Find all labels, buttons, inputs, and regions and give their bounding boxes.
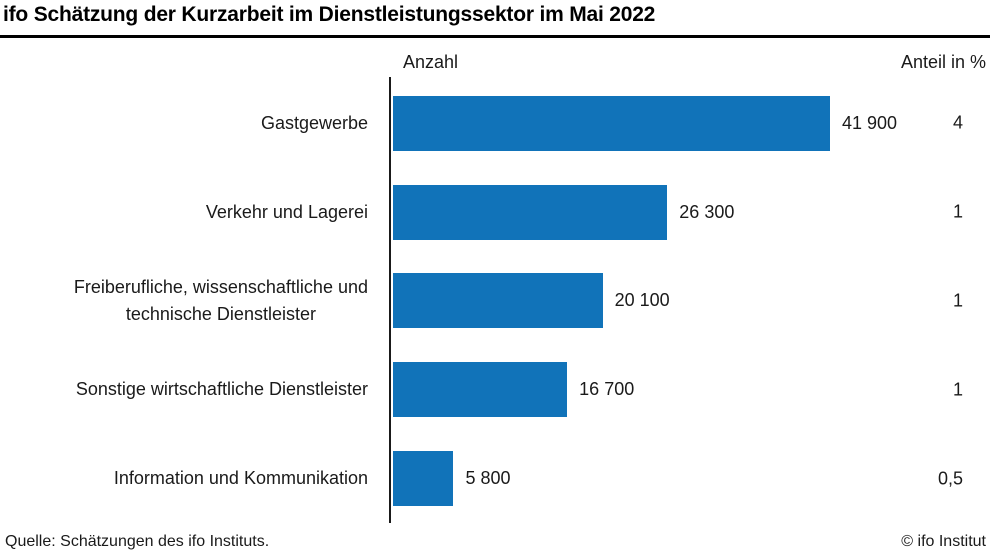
category-label-cell: Freiberufliche, wissenschaftliche und te… xyxy=(0,274,389,328)
column-header-anzahl: Anzahl xyxy=(403,52,459,72)
bar xyxy=(393,273,603,329)
bar-row: Sonstige wirtschaftliche Dienstleister 16… xyxy=(0,345,990,434)
bar xyxy=(393,184,668,240)
category-label: Freiberufliche, wissenschaftliche und te… xyxy=(73,276,368,324)
bar-row: Information und Kommunikation 5 800 0,5 xyxy=(0,434,990,523)
value-label: 5 800 xyxy=(465,468,511,489)
bar xyxy=(393,451,454,507)
title-divider-rule xyxy=(0,35,990,38)
value-label: 20 100 xyxy=(614,290,670,311)
value-label: 41 900 xyxy=(842,112,898,133)
category-label-cell: Information und Kommunikation xyxy=(0,465,389,492)
value-label: 26 300 xyxy=(679,201,735,222)
copyright-note: © ifo Institut xyxy=(901,533,986,550)
category-label: Verkehr und Lagerei xyxy=(205,201,368,222)
category-label-cell: Sonstige wirtschaftliche Dienstleister xyxy=(0,376,389,403)
category-label: Sonstige wirtschaftliche Dienstleister xyxy=(75,379,368,400)
y-axis-line xyxy=(389,77,391,523)
share-value: 4 xyxy=(952,112,963,133)
category-label: Gastgewerbe xyxy=(260,112,368,133)
share-value: 1 xyxy=(952,201,963,222)
bar xyxy=(393,95,830,151)
category-label-cell: Gastgewerbe xyxy=(0,110,389,137)
bar-row: Verkehr und Lagerei 26 300 1 xyxy=(0,168,990,257)
bar xyxy=(393,362,568,418)
source-note: Quelle: Schätzungen des ifo Instituts. xyxy=(5,533,270,550)
bar-row: Freiberufliche, wissenschaftliche und te… xyxy=(0,257,990,346)
value-label: 16 700 xyxy=(579,379,635,400)
bar-rows-container: Gastgewerbe 41 900 4 Verkehr und Lagerei 26 … xyxy=(0,79,990,523)
bar-row: Gastgewerbe 41 900 4 xyxy=(0,79,990,168)
share-value: 1 xyxy=(952,379,963,400)
chart-title: ifo Schätzung der Kurzarbeit im Dienstle… xyxy=(3,3,656,26)
column-header-anteil: Anteil in % xyxy=(900,52,986,72)
category-label-cell: Verkehr und Lagerei xyxy=(0,199,389,226)
share-value: 0,5 xyxy=(937,468,963,489)
share-value: 1 xyxy=(952,290,963,311)
category-label: Information und Kommunikation xyxy=(113,468,368,489)
